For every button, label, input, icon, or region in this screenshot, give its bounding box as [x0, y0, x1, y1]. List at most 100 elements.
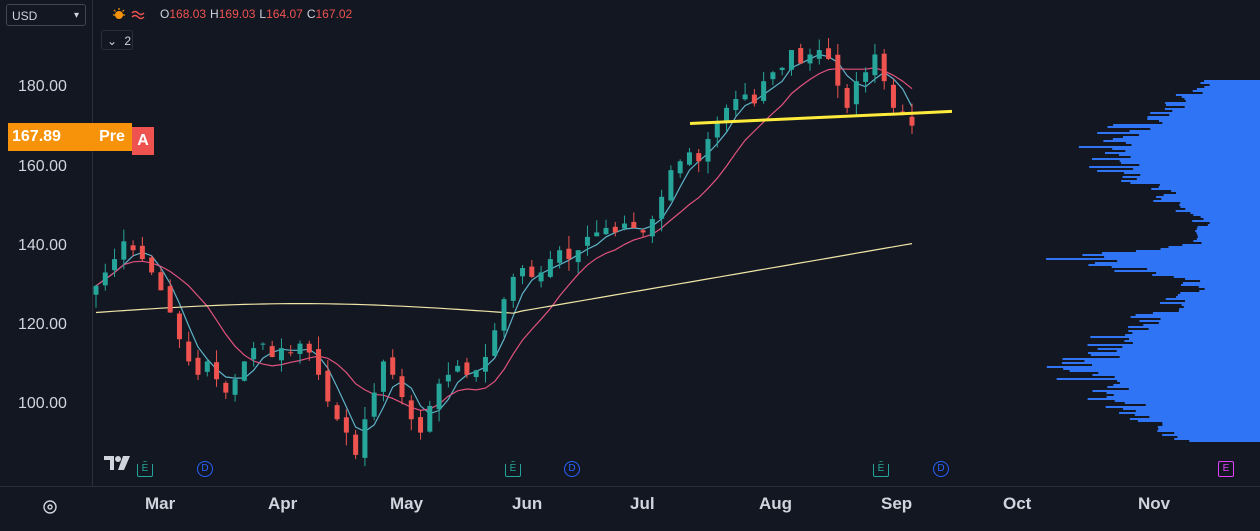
volume-profile-bar [1084, 360, 1260, 362]
volume-profile-bar [1189, 440, 1260, 442]
volume-profile-bar [1082, 254, 1260, 256]
candle-up [232, 379, 238, 395]
earnings-event-marker[interactable]: E [1218, 461, 1234, 477]
close-value: 167.02 [315, 7, 353, 21]
volume-profile-bar [1152, 312, 1260, 314]
candle-down [130, 245, 136, 251]
volume-profile-bar [1198, 286, 1260, 288]
price-label-140: 140.00 [18, 237, 67, 254]
alert-badge[interactable]: A [132, 127, 154, 155]
volume-profile-bar [1156, 196, 1260, 198]
volume-profile-bar [1182, 244, 1260, 246]
candle-down [167, 286, 173, 313]
dividend-event-marker[interactable]: D [933, 461, 949, 477]
volume-profile-bar [1158, 428, 1260, 430]
volume-profile-bar [1169, 114, 1260, 116]
candle-up [584, 236, 590, 246]
candle-down [751, 94, 757, 104]
candle-down [900, 111, 906, 113]
volume-profile [1046, 80, 1260, 442]
volume-profile-bar [1156, 272, 1260, 274]
candle-down [640, 230, 646, 233]
volume-profile-bar [1150, 112, 1260, 114]
volume-profile-bar [1094, 262, 1260, 264]
candle-down [334, 405, 340, 420]
volume-profile-bar [1125, 334, 1260, 336]
volume-profile-bar [1123, 408, 1260, 410]
premarket-badge[interactable]: Pre [92, 123, 132, 151]
currency-select[interactable]: USD ▾ [6, 4, 86, 26]
volume-profile-bar [1113, 124, 1260, 126]
candle-down [316, 349, 322, 375]
ma-fast-line [95, 53, 913, 433]
volume-profile-bar [1135, 410, 1260, 412]
volume-profile-bar [1201, 242, 1260, 244]
volume-profile-bar [1181, 96, 1260, 98]
month-label-nov: Nov [1138, 494, 1171, 513]
candle-up [445, 374, 451, 382]
candle-up [659, 196, 665, 219]
volume-profile-bar [1196, 228, 1260, 230]
dividend-event-marker[interactable]: D [197, 461, 213, 477]
price-label-160: 160.00 [18, 158, 67, 175]
earnings-event-marker[interactable]: E [505, 461, 521, 477]
volume-profile-bar [1197, 226, 1260, 228]
candle-down [408, 400, 414, 420]
volume-profile-bar [1193, 214, 1260, 216]
price-axis[interactable]: USD ▾ 180.00 160.00 140.00 120.00 100.00… [0, 0, 93, 486]
volume-profile-bar [1132, 332, 1260, 334]
candle-up [603, 227, 609, 235]
price-label-100: 100.00 [18, 395, 67, 412]
candle-up [102, 272, 108, 286]
volume-profile-bar [1185, 300, 1260, 302]
earnings-event-marker[interactable]: E [873, 461, 889, 477]
volume-profile-bar [1196, 232, 1260, 234]
volume-profile-bar [1163, 194, 1260, 196]
candle-down [343, 417, 349, 433]
volume-profile-bar [1177, 294, 1260, 296]
volume-profile-bar [1153, 200, 1260, 202]
tradingview-logo-icon[interactable] [104, 454, 136, 472]
candle-down [826, 48, 832, 59]
volume-profile-bar [1061, 362, 1260, 364]
volume-profile-bar [1157, 426, 1260, 428]
volume-profile-bar [1180, 292, 1260, 294]
volume-profile-bar [1159, 184, 1260, 186]
volume-profile-bar [1097, 348, 1260, 350]
volume-profile-bar [1178, 310, 1260, 312]
candle-down [890, 84, 896, 108]
volume-profile-bar [1197, 234, 1260, 236]
volume-profile-bar [1147, 116, 1260, 118]
earnings-event-marker[interactable]: E [137, 461, 153, 477]
ma-mid-line [95, 67, 913, 412]
candle-down [288, 352, 294, 354]
chart-settings-button[interactable] [40, 497, 60, 517]
volume-profile-bar [1193, 240, 1260, 242]
volume-profile-bar [1175, 94, 1260, 96]
trendline[interactable] [689, 109, 953, 125]
time-axis[interactable] [0, 486, 1260, 531]
volume-profile-bar [1165, 104, 1260, 106]
volume-profile-bar [1204, 86, 1260, 88]
volume-profile-bar [1180, 202, 1260, 204]
volume-profile-bar [1148, 328, 1260, 330]
market-status-icons[interactable] [110, 5, 150, 23]
volume-profile-bar [1107, 126, 1260, 128]
volume-profile-bar [1113, 394, 1260, 396]
candle-up [575, 250, 581, 263]
candles [93, 38, 915, 467]
candle-up [112, 259, 118, 271]
dividend-event-marker[interactable]: D [564, 461, 580, 477]
candle-up [705, 139, 711, 162]
candle-up [121, 241, 127, 260]
volume-profile-bar [1195, 230, 1260, 232]
volume-profile-bar [1114, 400, 1260, 402]
candle-down [529, 266, 535, 277]
collapse-indicators-button[interactable]: ⌄ 2 [101, 30, 133, 50]
volume-profile-bar [1181, 304, 1260, 306]
volume-profile-bar [1134, 414, 1260, 416]
volume-profile-bar [1202, 92, 1260, 94]
volume-profile-bar [1121, 162, 1260, 164]
